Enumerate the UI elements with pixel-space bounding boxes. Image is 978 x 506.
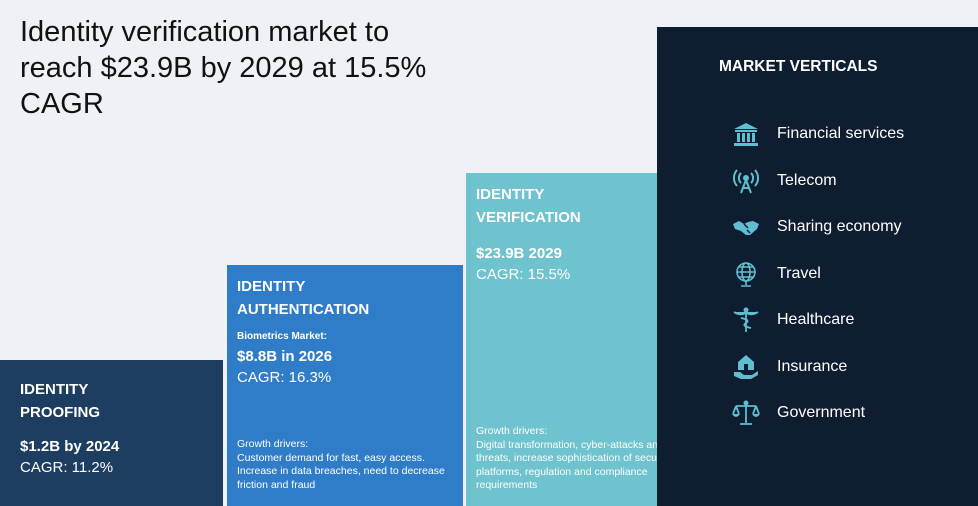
vertical-item-government: Government <box>729 390 904 437</box>
bank-icon <box>729 117 763 151</box>
verification-heading-line2: VERIFICATION <box>476 209 581 226</box>
globe-icon <box>729 257 763 291</box>
authentication-heading-line2: AUTHENTICATION <box>237 301 370 318</box>
house-hand-icon <box>729 350 763 384</box>
vertical-label: Telecom <box>777 171 837 189</box>
proofing-heading-line1: IDENTITY <box>20 381 89 398</box>
verification-value: $23.9B 2029 <box>476 245 562 262</box>
authentication-drivers-text: Customer demand for fast, easy access. I… <box>237 451 445 491</box>
verification-drivers-text: Digital transformation, cyber-attacks an… <box>476 438 701 492</box>
vertical-item-insurance: Insurance <box>729 344 904 391</box>
vertical-label: Financial services <box>777 125 905 143</box>
vertical-item-telecom: Telecom <box>729 158 904 205</box>
vertical-label: Travel <box>777 264 821 282</box>
authentication-cagr: CAGR: 16.3% <box>237 369 332 386</box>
vertical-item-sharing-economy: Sharing economy <box>729 204 904 251</box>
authentication-value: $8.8B in 2026 <box>237 348 333 365</box>
market-verticals-panel: MARKET VERTICALS Financial services Tele… <box>657 27 978 506</box>
verification-heading: IDENTITY VERIFICATION <box>476 183 698 229</box>
scales-icon <box>729 396 763 430</box>
market-verticals-title: MARKET VERTICALS <box>719 58 878 75</box>
proofing-heading-line2: PROOFING <box>20 404 101 421</box>
proofing-heading: IDENTITY PROOFING <box>20 378 203 424</box>
caduceus-icon <box>729 303 763 337</box>
verification-drivers-title: Growth drivers: <box>476 425 548 437</box>
authentication-drivers-title: Growth drivers: <box>237 438 309 450</box>
vertical-label: Insurance <box>777 357 848 375</box>
authentication-drivers: Growth drivers: Customer demand for fast… <box>237 438 459 492</box>
vertical-item-healthcare: Healthcare <box>729 297 904 344</box>
authentication-heading: IDENTITY AUTHENTICATION <box>237 275 453 321</box>
identity-authentication-block: IDENTITY AUTHENTICATION Biometrics Marke… <box>227 265 463 506</box>
verification-heading-line1: IDENTITY <box>476 186 545 203</box>
vertical-label: Healthcare <box>777 311 855 329</box>
proofing-cagr: CAGR: 11.2% <box>20 459 114 476</box>
proofing-value: $1.2B by 2024 <box>20 438 120 455</box>
vertical-label: Government <box>777 404 866 422</box>
page-title: Identity verification market to reach $2… <box>20 16 427 120</box>
antenna-icon <box>729 164 763 198</box>
vertical-item-financial-services: Financial services <box>729 111 904 158</box>
vertical-item-travel: Travel <box>729 251 904 298</box>
verification-drivers: Growth drivers: Digital transformation, … <box>476 425 706 493</box>
identity-proofing-block: IDENTITY PROOFING $1.2B by 2024 CAGR: 11… <box>0 360 223 506</box>
market-verticals-list: Financial services Telecom Sharing econo… <box>729 111 904 437</box>
verification-cagr: CAGR: 15.5% <box>476 266 571 283</box>
vertical-label: Sharing economy <box>777 218 902 236</box>
handshake-icon <box>729 210 763 244</box>
authentication-heading-line1: IDENTITY <box>237 278 306 295</box>
biometrics-label: Biometrics Market: <box>237 331 328 342</box>
